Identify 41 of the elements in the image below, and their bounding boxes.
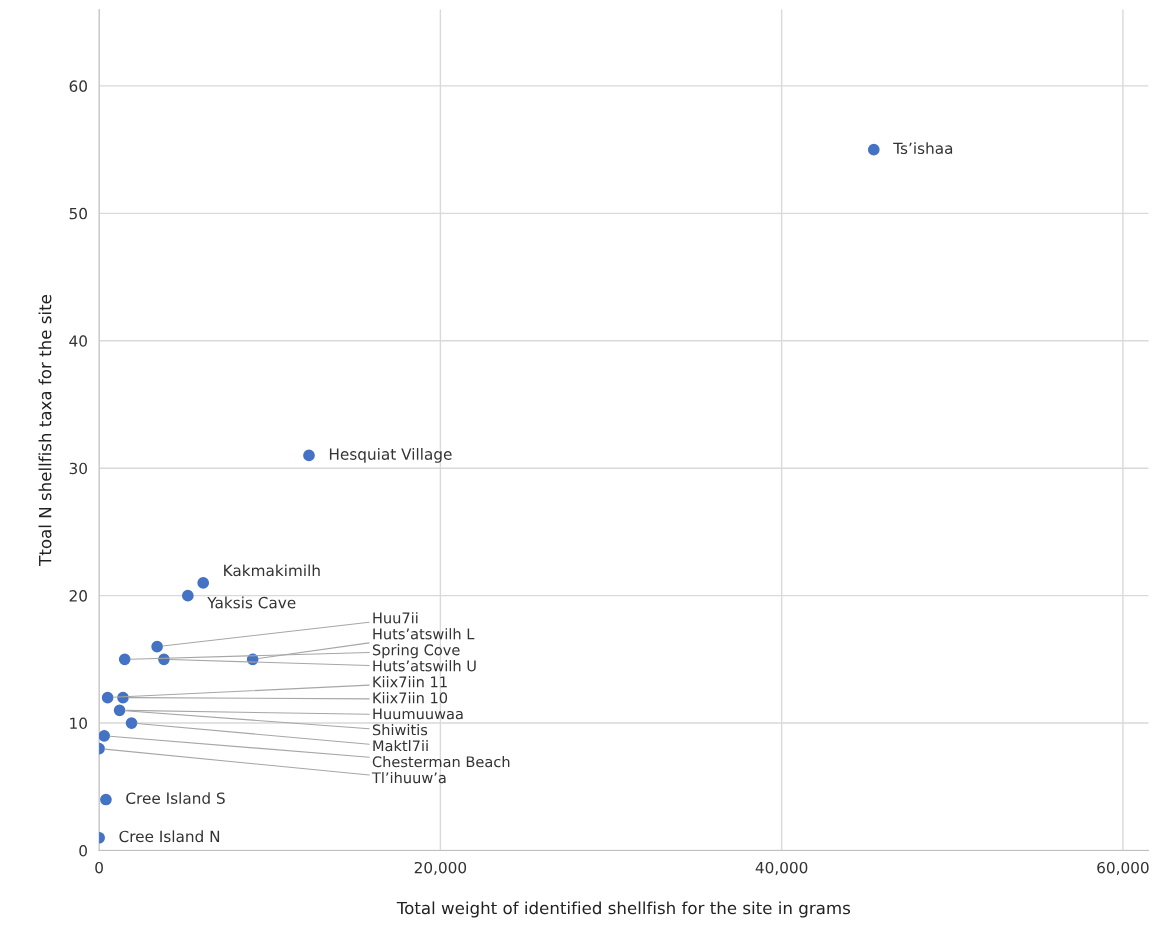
annotation: Chesterman Beach bbox=[372, 755, 510, 768]
point bbox=[867, 143, 880, 156]
annotation: Cree Island S bbox=[126, 792, 225, 804]
point bbox=[125, 717, 138, 729]
x-tick-label: 20,000 bbox=[414, 861, 467, 875]
annotation: Kakmakimilh bbox=[224, 564, 320, 577]
point bbox=[100, 793, 112, 806]
annotation: Huu7ii bbox=[373, 612, 418, 624]
x-tick-label: 60,000 bbox=[1097, 861, 1149, 875]
annotation: Hesquiat Village bbox=[329, 448, 452, 463]
y-tick-label: 30 bbox=[69, 462, 87, 475]
annotation: Tl’ihuuw’a bbox=[371, 771, 446, 784]
y-tick-label: 0 bbox=[79, 844, 87, 857]
annotation: Shiwitis bbox=[372, 724, 428, 736]
point bbox=[101, 691, 114, 704]
annotation: Ts’ishaa bbox=[893, 142, 953, 155]
annotation: Spring Cove bbox=[372, 644, 460, 659]
annotation: Cree Island N bbox=[119, 830, 220, 843]
y-tick-label: 20 bbox=[69, 590, 87, 602]
annotation: Huumuuwaa bbox=[373, 708, 463, 720]
y-tick-label: 60 bbox=[69, 80, 87, 92]
x-axis-title: Total weight of identified shellfish for the site in grams bbox=[396, 901, 851, 918]
annotation: Huts’atswilh U bbox=[373, 660, 476, 672]
annotation: Huts’atswilh L bbox=[373, 628, 475, 640]
point bbox=[151, 640, 163, 653]
y-tick-label: 40 bbox=[69, 335, 87, 347]
point bbox=[118, 653, 131, 666]
x-tick-label: 40,000 bbox=[755, 861, 808, 875]
annotation: Kiix7iin 10 bbox=[373, 692, 448, 704]
point bbox=[113, 704, 126, 717]
point bbox=[303, 449, 315, 462]
x-tick-label: 0 bbox=[95, 861, 103, 874]
y-tick-label: 50 bbox=[69, 207, 87, 220]
annotation: Maktl7ii bbox=[373, 739, 428, 752]
annotation: Kiix7iin 11 bbox=[373, 676, 447, 688]
y-tick-label: 10 bbox=[70, 717, 87, 730]
point bbox=[181, 589, 194, 602]
y-axis-title: Ttoal N shellfish taxa for the site bbox=[38, 295, 52, 566]
point bbox=[197, 577, 210, 589]
point bbox=[99, 729, 111, 742]
annotation: Yaksis Cave bbox=[207, 596, 296, 609]
